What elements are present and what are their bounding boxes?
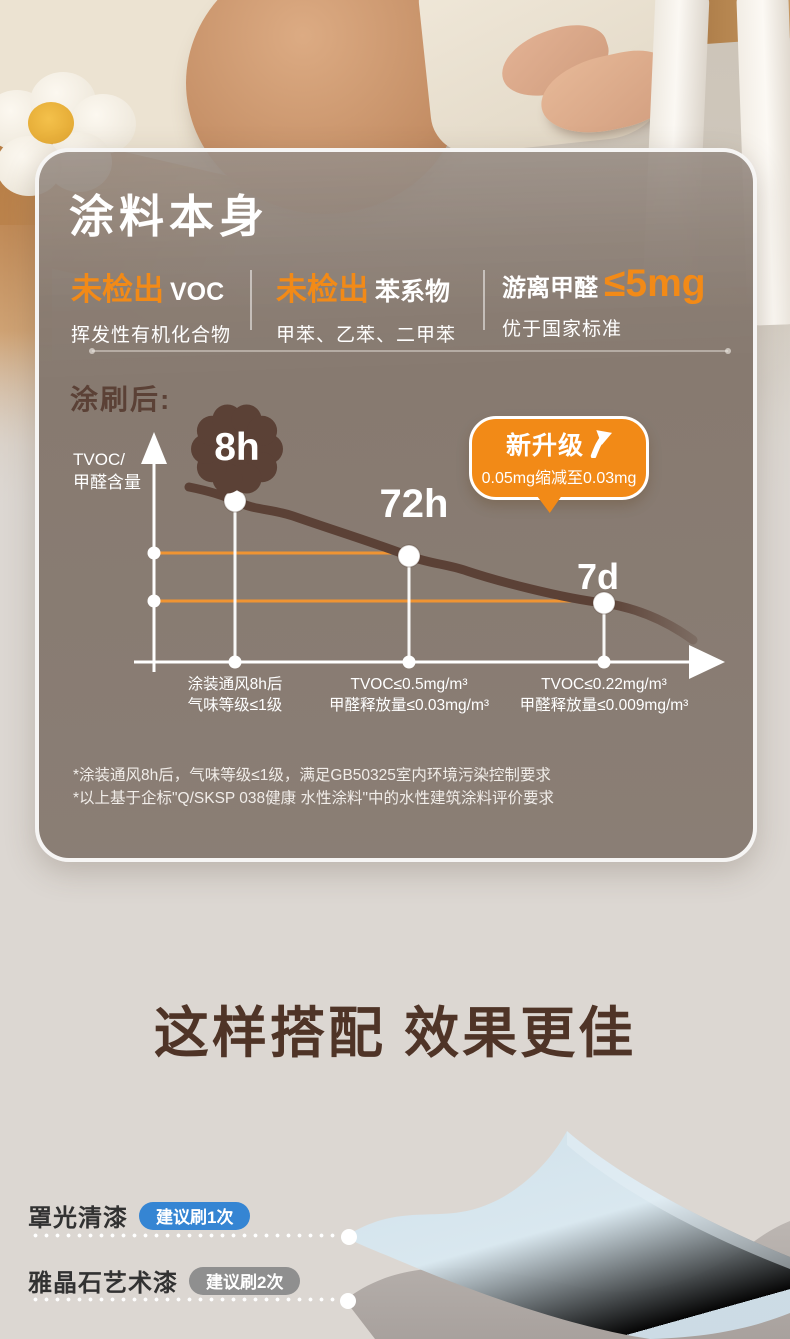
stat-sub: 挥发性有机化合物: [71, 325, 232, 346]
stat-unit: 苯系物: [375, 278, 451, 306]
stat-benzene: 未检出 苯系物 甲苯、乙苯、二甲苯: [276, 264, 456, 347]
leader-end-dot: [340, 1293, 356, 1309]
axis-label-8h: 涂装通风8h后 气味等级≤1级: [187, 676, 283, 714]
scallop-shape: [191, 404, 283, 494]
paint-info-card: 涂料本身 未检出 VOC 挥发性有机化合物 未检出 苯系物 甲苯、乙苯、二甲苯 …: [35, 148, 757, 862]
y-axis-label: TVOC/ 甲醛含量: [73, 450, 141, 492]
footnote-line: *以上基于企标"Q/SKSP 038健康 水性涂料"中的水性建筑涂料评价要求: [73, 790, 554, 807]
stat-sub: 甲苯、乙苯、二甲苯: [276, 325, 457, 346]
footnotes: *涂装通风8h后，气味等级≤1级，满足GB50325室内环境污染控制要求 *以上…: [73, 764, 554, 810]
reference-lines: [154, 551, 604, 603]
section-label: 涂刷后:: [70, 384, 172, 415]
arrow-up-icon: [590, 430, 612, 458]
axis-label-7d: TVOC≤0.22mg/m³ 甲醛释放量≤0.009mg/m³: [519, 676, 689, 714]
upgrade-subtitle: 0.05mg缩减至0.03mg: [481, 470, 637, 487]
point-label-72h: 72h: [379, 482, 449, 526]
stat-divider: [250, 270, 252, 330]
stat-highlight: 未检出: [71, 272, 164, 307]
clear-coat-layer: [345, 1131, 790, 1339]
stat-voc: 未检出 VOC 挥发性有机化合物: [71, 264, 231, 347]
paint-layers-illustration: [345, 1131, 790, 1339]
bottom-section-title: 这样搭配 效果更佳: [153, 1002, 637, 1064]
layer-label: 雅晶石艺术漆: [28, 1270, 178, 1297]
stat-sub: 优于国家标准: [502, 319, 623, 340]
axis-label-72h: TVOC≤0.5mg/m³ 甲醛释放量≤0.03mg/m³: [328, 676, 490, 714]
layer-row-clear-coat: 罩光清漆 建议刷1次: [28, 1198, 251, 1233]
stats-underline: [89, 348, 731, 354]
layer-label: 罩光清漆: [28, 1205, 128, 1232]
footnote-line: *涂装通风8h后，气味等级≤1级，满足GB50325室内环境污染控制要求: [73, 767, 551, 784]
bubble-tail: [531, 495, 563, 513]
point-label-7d: 7d: [576, 556, 619, 597]
clear-coat-sheen: [567, 1131, 790, 1269]
leader-end-dot: [341, 1229, 357, 1245]
underline-dot: [725, 348, 731, 354]
data-points: [147, 489, 616, 669]
point-badge-8h: 8h: [189, 401, 285, 497]
flower-center: [28, 102, 74, 144]
stat-divider: [483, 270, 485, 330]
brush-count-badge: 建议刷2次: [189, 1266, 301, 1295]
upgrade-bubble: 新升级 0.05mg缩减至0.03mg: [469, 416, 649, 513]
stat-prefix: 游离甲醛: [502, 275, 598, 302]
dotted-leader-line: [30, 1297, 342, 1302]
stat-unit: VOC: [170, 278, 225, 306]
card-title: 涂料本身: [69, 191, 270, 242]
point-label-8h: 8h: [214, 426, 260, 469]
stat-highlight: 未检出: [276, 272, 369, 307]
upgrade-title: 新升级: [505, 432, 584, 460]
underline-dot: [89, 348, 95, 354]
dotted-leader-line: [30, 1233, 342, 1238]
brush-count-badge: 建议刷1次: [139, 1201, 251, 1230]
stat-formaldehyde: 游离甲醛 ≤5mg 优于国家标准: [502, 264, 706, 341]
layer-row-art-paint: 雅晶石艺术漆 建议刷2次: [28, 1263, 301, 1298]
stat-highlight: ≤5mg: [604, 262, 706, 305]
tvoc-decline-chart: [134, 432, 725, 679]
card-glass-highlight: [39, 152, 753, 312]
